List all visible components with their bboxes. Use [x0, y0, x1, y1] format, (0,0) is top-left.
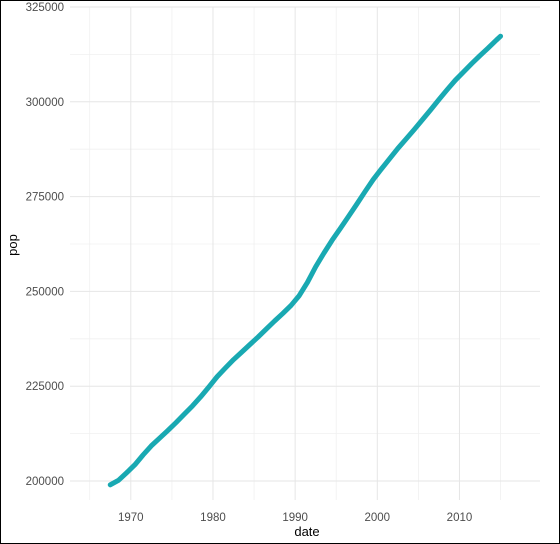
series-layer — [107, 33, 504, 488]
major-gridlines — [70, 6, 540, 500]
x-tick-label: 1980 — [200, 512, 226, 524]
y-tick-label: 300000 — [26, 97, 64, 109]
x-axis-title: date — [294, 524, 319, 539]
minor-gridlines — [70, 7, 540, 500]
x-tick-label: 2000 — [365, 512, 391, 524]
y-tick-label: 250000 — [26, 286, 64, 298]
x-tick-label: 1970 — [118, 512, 144, 524]
series-line — [107, 33, 504, 488]
y-axis-title: pop — [5, 234, 20, 256]
x-tick-label: 1990 — [282, 512, 308, 524]
y-tick-label: 275000 — [26, 192, 64, 204]
y-tick-label: 200000 — [26, 476, 64, 488]
y-axis-tick-labels: 200000 225000 250000 275000 300000 325000 — [26, 2, 64, 488]
y-tick-label: 225000 — [26, 381, 64, 393]
y-tick-label: 325000 — [26, 2, 64, 14]
x-axis-tick-labels: 1970 1980 1990 2000 2010 — [118, 512, 472, 524]
x-tick-label: 2010 — [447, 512, 473, 524]
